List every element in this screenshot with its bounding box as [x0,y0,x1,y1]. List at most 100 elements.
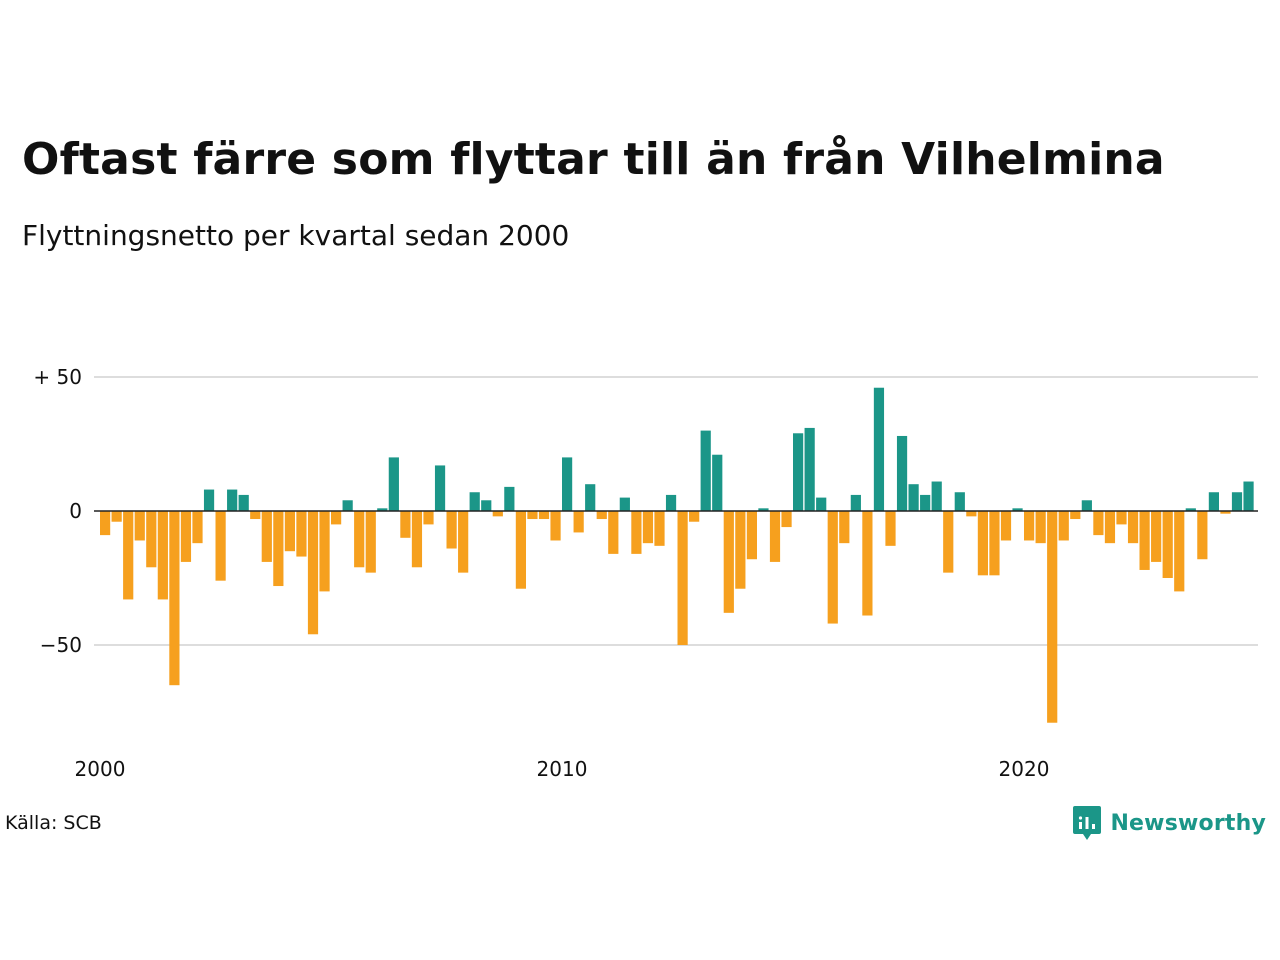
bar [931,481,942,511]
bar [481,500,492,511]
bar [203,489,215,511]
y-tick-label: 0 [69,499,82,523]
bar [146,511,157,568]
bars [100,387,1254,723]
source-note: Källa: SCB [5,812,102,834]
bar [793,433,804,511]
bar [1243,481,1254,511]
bar [319,511,330,592]
bar [354,511,365,568]
bar [908,484,919,511]
bar [1035,511,1046,544]
bar [1174,511,1185,592]
bar [1012,508,1023,511]
bar [977,511,988,576]
bar [896,435,908,511]
bar [1197,511,1208,560]
y-tick-label: + 50 [33,365,82,389]
bar [585,484,596,511]
bar [1070,511,1081,520]
bar [631,511,642,554]
bar [238,494,249,511]
brand-name: Newsworthy [1110,810,1266,836]
bar [469,492,480,511]
bar [1104,511,1116,544]
bar [1116,511,1127,525]
bar [1093,511,1104,536]
bar [873,387,885,511]
bar [157,511,168,600]
bar [400,511,411,538]
bar [596,511,607,520]
bar [1127,511,1139,544]
bar [111,511,122,522]
bar [689,511,700,522]
bar [943,511,954,573]
bar [619,497,630,511]
bar [411,511,423,568]
bar [134,511,145,541]
x-axis-labels: 2000 2010 2020 [75,757,1050,781]
bar [723,511,734,613]
x-tick-label: 2010 [537,757,588,781]
newsworthy-logo: Newsworthy [1072,803,1266,843]
bar [862,511,873,616]
bar [562,457,573,511]
bar [839,511,850,544]
bar [769,511,781,562]
chart-subtitle: Flyttningsnetto per kvartal sedan 2000 [22,219,570,252]
bar [920,494,931,511]
bar [1185,508,1196,511]
bar [1000,511,1012,541]
bar [804,427,815,511]
bar [180,511,192,562]
bar [654,511,665,546]
bar [1208,492,1219,511]
y-axis-labels: + 50 0 −50 [33,365,82,657]
bar [227,489,238,511]
bar [712,454,723,511]
bar [527,511,538,520]
bar [123,511,134,600]
bar [1151,511,1162,562]
bar [446,511,457,549]
bar [342,500,353,511]
bar [538,511,550,520]
bar [850,494,861,511]
x-tick-label: 2020 [999,757,1050,781]
bar [1058,511,1069,541]
bar [1047,511,1058,723]
chart-title: Oftast färre som flyttar till än från Vi… [22,134,1165,185]
bar [169,511,180,686]
bar [261,511,272,562]
bar [1162,511,1173,578]
bar [781,511,792,528]
bar [458,511,469,573]
bar [388,457,399,511]
bar [423,511,434,525]
bar [642,511,654,544]
gridlines [94,376,1258,646]
bar [966,511,977,517]
bar [434,465,446,511]
bar [215,511,226,581]
bar [677,511,688,645]
bar [827,511,838,624]
bar [331,511,342,525]
bar [296,511,307,557]
bar [192,511,203,544]
bar [492,511,503,517]
bar [307,511,319,635]
bar [1024,511,1035,541]
x-tick-label: 2000 [75,757,126,781]
bar-chart: + 50 0 −50 2000 2010 2020 [33,365,1258,781]
bar [1139,511,1150,570]
bar [735,511,746,589]
bar [954,492,965,511]
y-tick-label: −50 [40,633,82,657]
bar [377,508,388,511]
bar [989,511,1000,576]
bar [365,511,376,573]
bar [284,511,295,552]
bar [250,511,261,520]
